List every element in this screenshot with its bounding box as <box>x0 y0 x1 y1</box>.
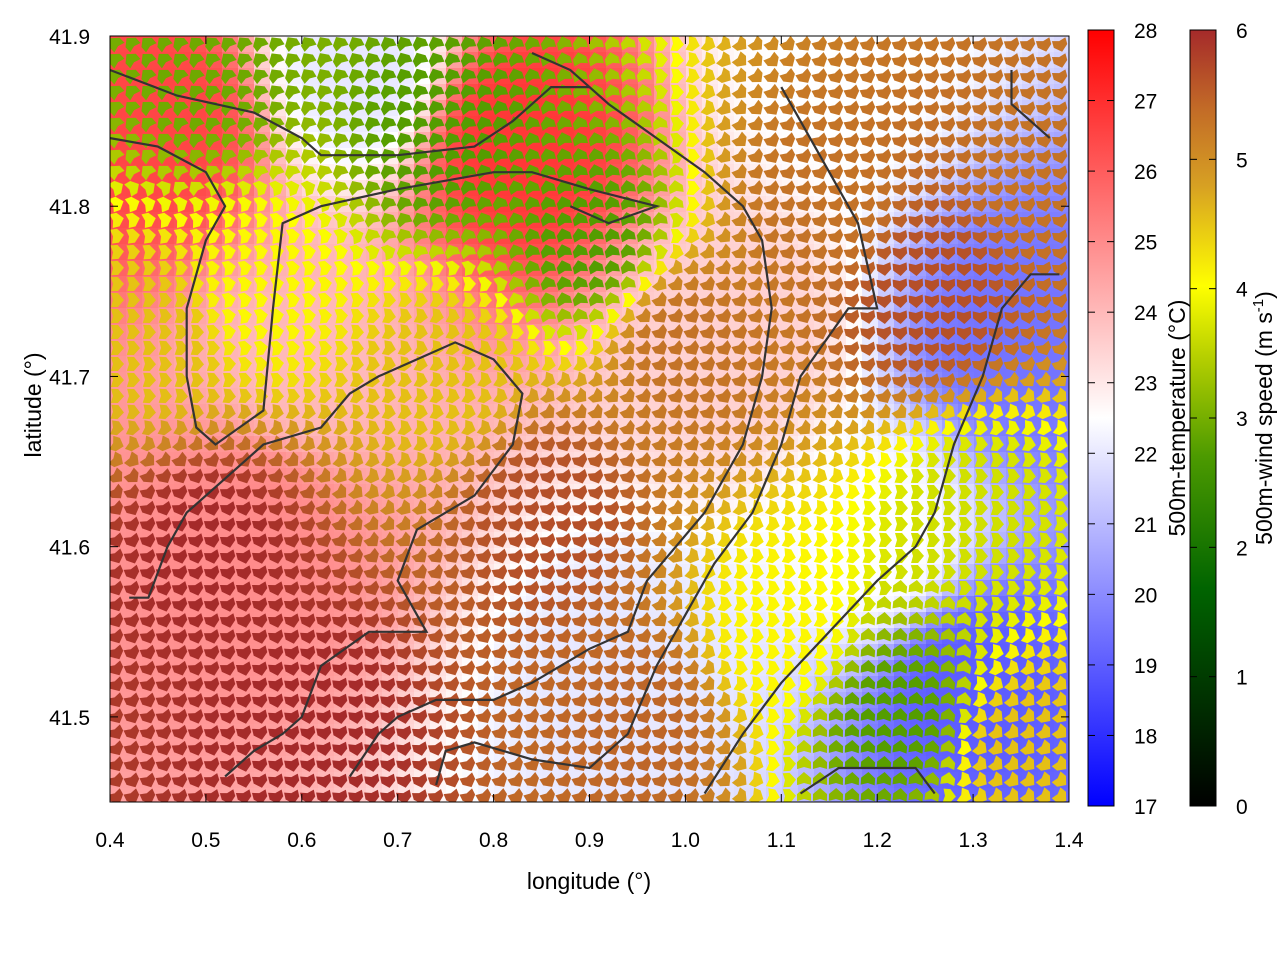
plot-area <box>110 36 1069 802</box>
temperature-heatmap <box>110 36 1069 802</box>
